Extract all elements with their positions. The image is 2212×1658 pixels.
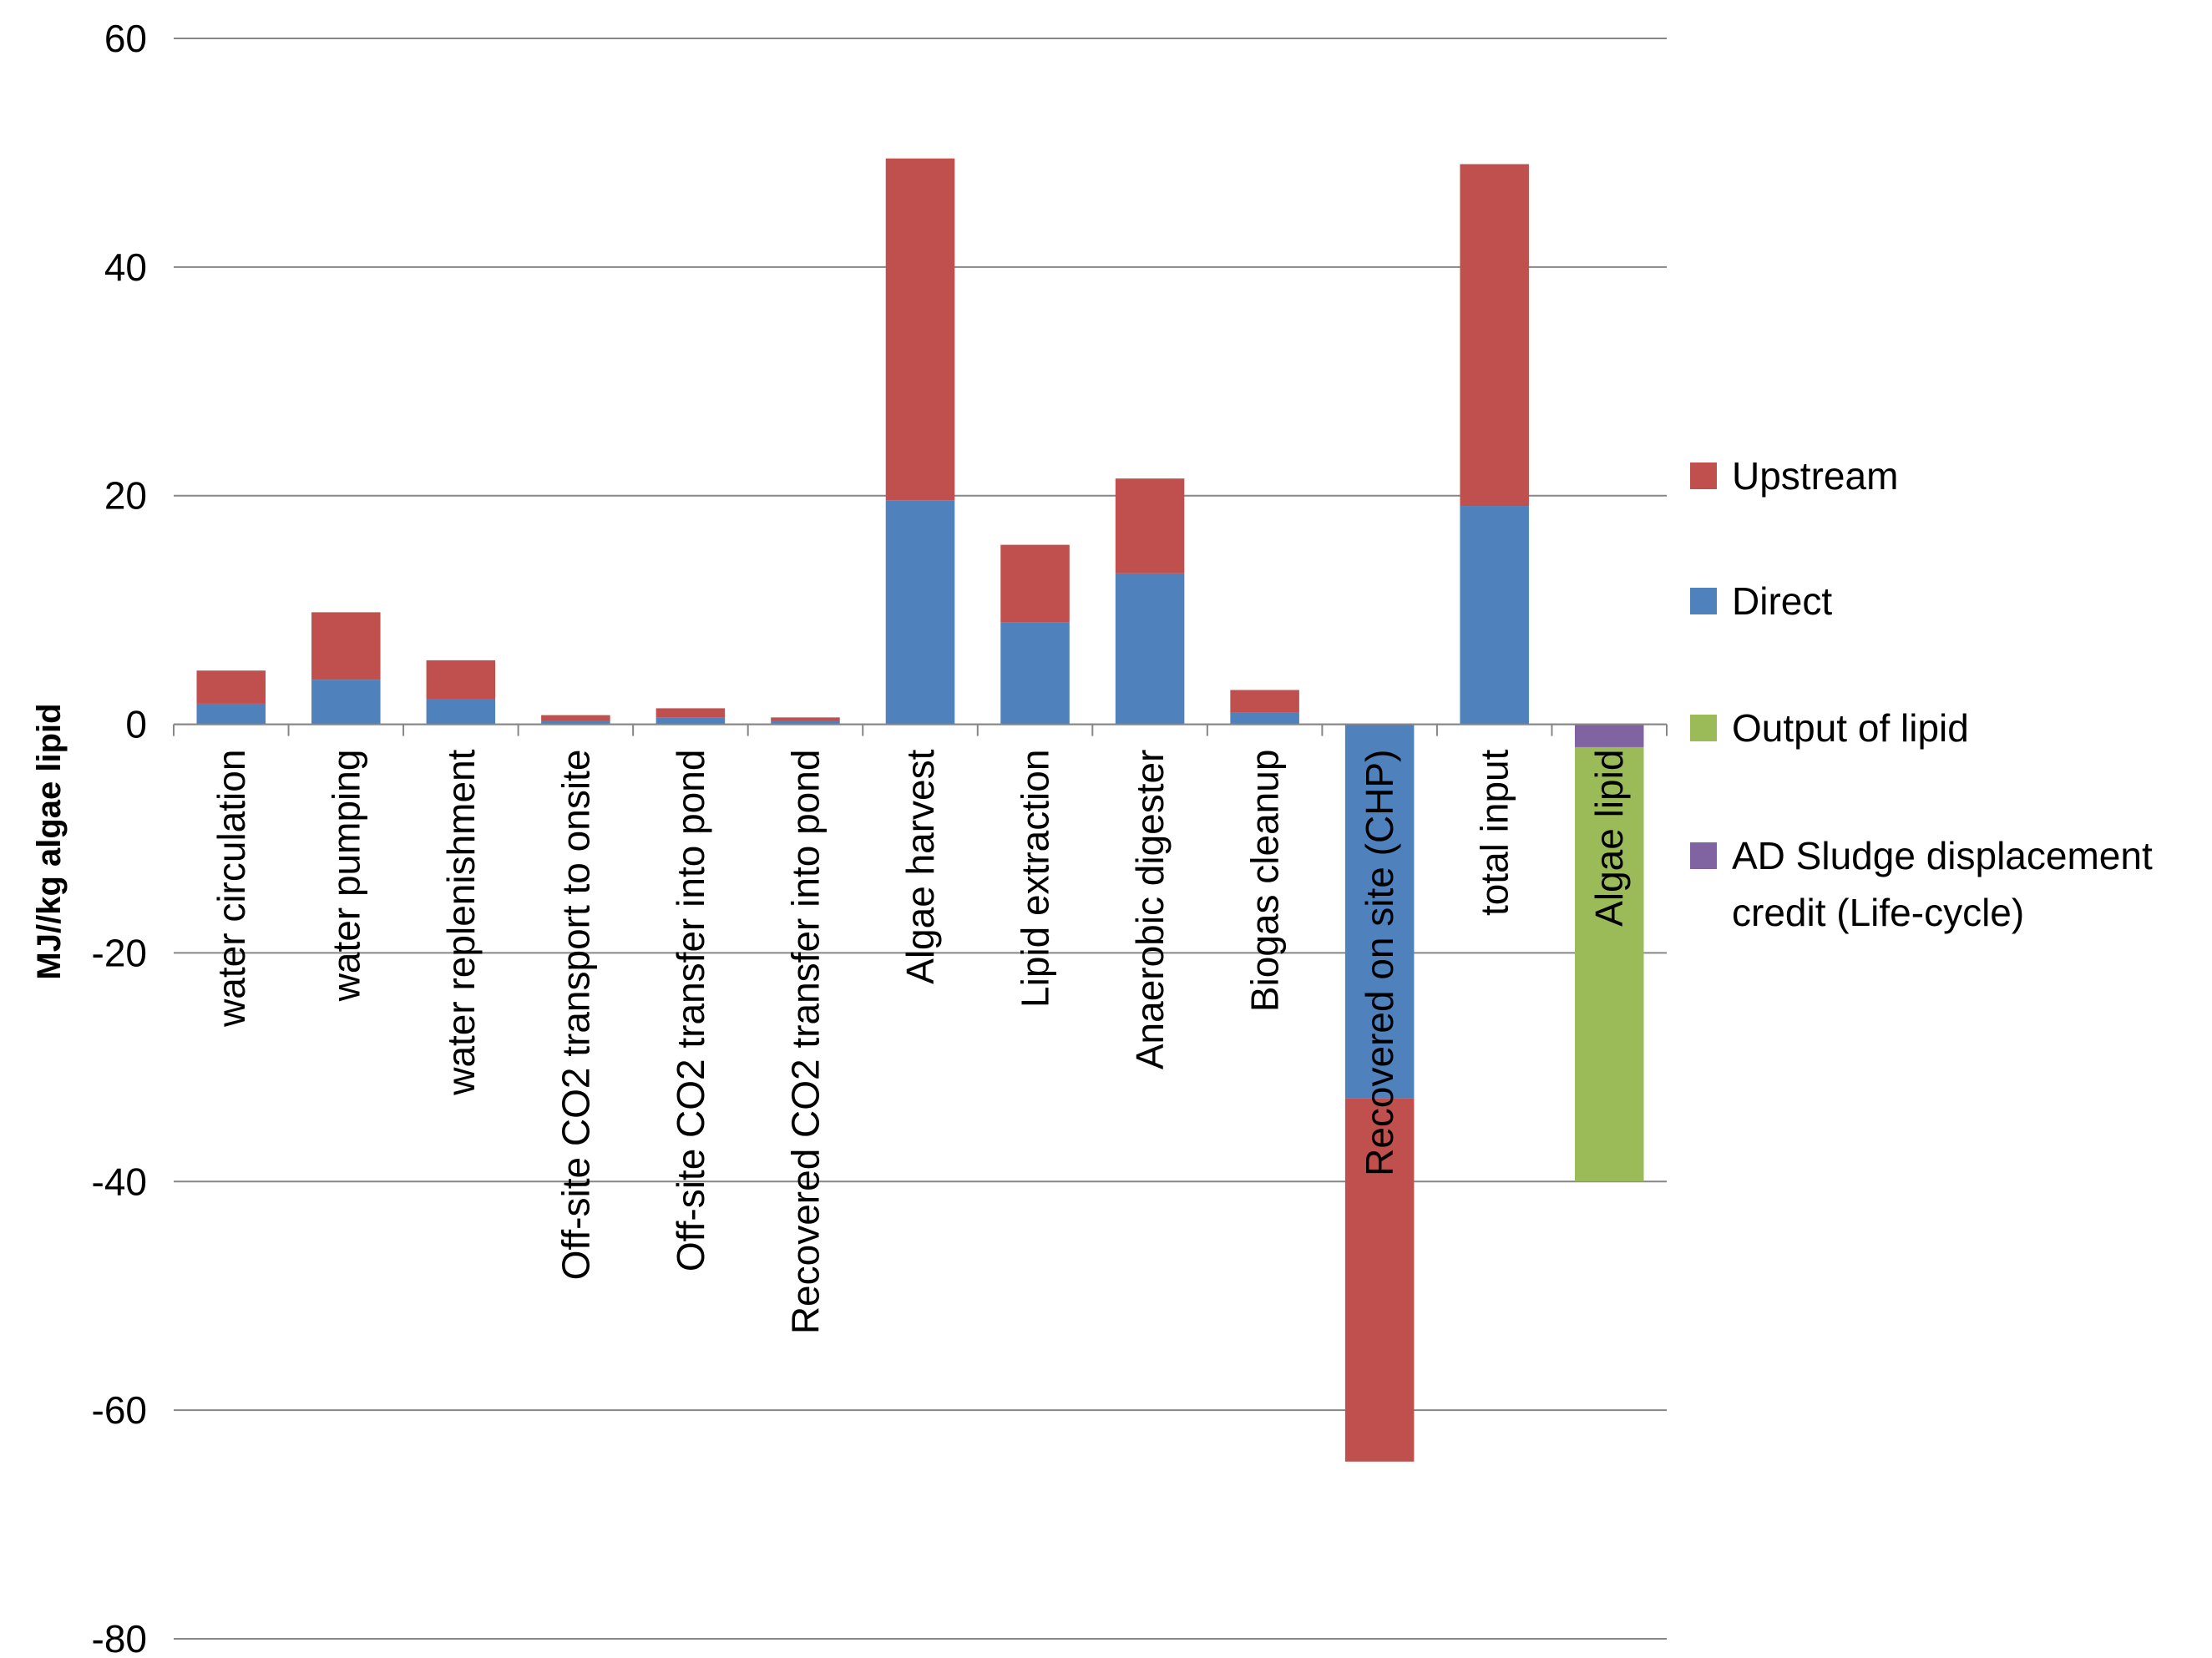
bar-upstream-off-site-co2-transfer-into-pond — [656, 708, 726, 718]
bar-direct-water-pumping — [311, 680, 381, 725]
category-label: Off-site CO2 transfer into pond — [669, 750, 712, 1272]
bar-direct-recovered-co2-transfer-into-pond — [771, 720, 840, 725]
y-tick-labels: 60 40 20 0 -20 -40 -60 -80 — [92, 17, 147, 1658]
bar-upstream-off-site-co2-transport-to-onsite — [541, 715, 610, 721]
bar-direct-water-circulation — [196, 703, 266, 725]
y-tick-label: 20 — [104, 474, 147, 518]
bar-direct-algae-harvest — [885, 500, 955, 725]
legend-label-output-of-lipid: Output of lipid — [1732, 706, 1969, 750]
y-tick-label: 60 — [104, 17, 147, 60]
category-label: total input — [1473, 749, 1516, 916]
bars — [196, 158, 1644, 1462]
bar-direct-biogas-cleanup — [1230, 712, 1299, 725]
legend-swatch-upstream — [1690, 463, 1717, 489]
y-tick-label: 0 — [125, 703, 147, 746]
bar-upstream-recovered-on-site-chp — [1344, 1098, 1415, 1462]
category-label: Anaerobic digester — [1128, 750, 1172, 1070]
bar-direct-recovered-on-site-chp — [1344, 724, 1415, 1099]
bar-upstream-recovered-co2-transfer-into-pond — [771, 717, 840, 721]
bar-upstream-total-input — [1460, 164, 1529, 507]
category-label: Recovered CO2 transfer into pond — [783, 750, 827, 1335]
category-label: Off-site CO2 transport to onsite — [554, 750, 597, 1281]
bar-upstream-lipid-extraction — [1000, 544, 1070, 623]
legend-label-ad-sludge-displacement-credit-life-cycle: AD Sludge displacement credit (Life-cycle… — [1732, 834, 2153, 934]
legend-swatch-ad-sludge-displacement-credit-life-cycle — [1690, 842, 1717, 869]
legend-label-direct: Direct — [1732, 579, 1832, 623]
category-labels: water circulation water pumping water repl… — [210, 749, 1631, 1334]
legend-swatch-output-of-lipid — [1690, 715, 1717, 741]
category-label: Algae lipid — [1587, 750, 1631, 927]
category-label: Biogas cleanup — [1243, 750, 1287, 1013]
bar-direct-total-input — [1460, 506, 1529, 725]
bar-direct-lipid-extraction — [1000, 622, 1070, 725]
bar-upstream-biogas-cleanup — [1230, 690, 1299, 713]
bar-direct-off-site-co2-transport-to-onsite — [541, 720, 610, 725]
bar-direct-off-site-co2-transfer-into-pond — [656, 717, 726, 725]
legend-swatch-direct — [1690, 588, 1717, 614]
y-axis-title: MJ//kg algae lipid — [31, 703, 68, 979]
bar-output-of-lipid-algae-lipid — [1574, 746, 1644, 1182]
y-tick-label: -60 — [92, 1388, 147, 1432]
y-tick-label: -80 — [92, 1617, 147, 1658]
category-label: Algae harvest — [898, 749, 942, 983]
bar-direct-water-replenishment — [426, 699, 496, 725]
category-label: Recovered on site (CHP) — [1358, 750, 1401, 1176]
category-label: Lipid extraction — [1014, 750, 1057, 1008]
category-label: water replenishment — [439, 749, 483, 1095]
axes — [173, 723, 1668, 736]
y-tick-label: -20 — [92, 931, 147, 974]
bar-upstream-anaerobic-digester — [1115, 478, 1185, 574]
bar-direct-anaerobic-digester — [1115, 573, 1185, 725]
bar-upstream-water-pumping — [311, 612, 381, 680]
bar-upstream-algae-harvest — [885, 158, 955, 501]
category-label: water pumping — [324, 750, 367, 1003]
y-tick-label: -40 — [92, 1160, 147, 1203]
bar-upstream-water-replenishment — [426, 660, 496, 700]
legend: Upstream Direct Output of lipid AD Sludge d… — [1690, 454, 2153, 934]
bar-upstream-water-circulation — [196, 670, 266, 704]
y-tick-label: 40 — [104, 245, 147, 289]
category-label: water circulation — [210, 750, 253, 1028]
bar-ad-sludge-displacement-credit-life-cycle-algae-lipid — [1574, 724, 1644, 747]
legend-label-upstream: Upstream — [1732, 454, 1898, 498]
